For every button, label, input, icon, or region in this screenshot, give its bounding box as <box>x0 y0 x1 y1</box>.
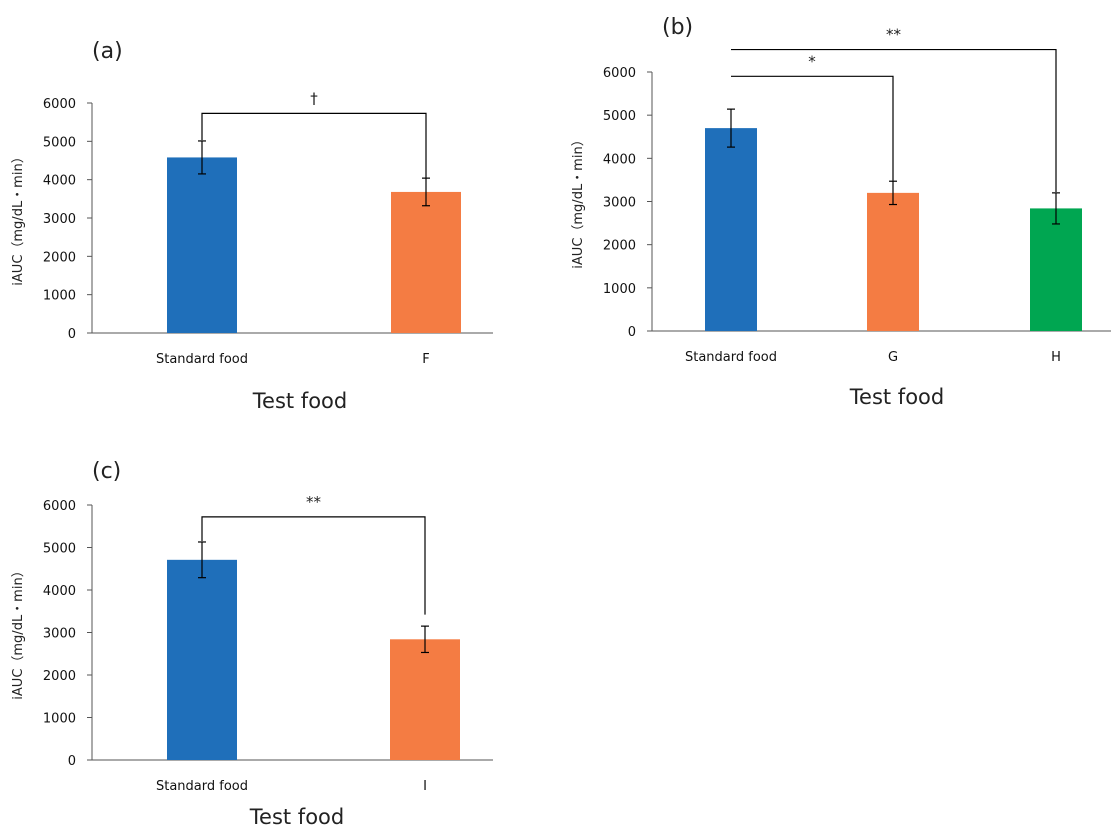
y-tick-label: 4000 <box>603 152 636 167</box>
panel-label: (a) <box>92 39 123 64</box>
y-tick-label: 1000 <box>603 282 636 297</box>
x-tick-label: F <box>422 352 429 367</box>
y-tick-label: 5000 <box>603 109 636 124</box>
x-axis-title: Test food <box>252 389 347 413</box>
x-tick-label: Standard food <box>685 350 777 365</box>
bar <box>167 157 237 333</box>
y-tick-label: 5000 <box>43 135 76 150</box>
y-tick-label: 2000 <box>603 239 636 254</box>
y-tick-label: 2000 <box>43 250 76 265</box>
significance-label: ** <box>306 493 322 511</box>
y-tick-label: 0 <box>68 754 76 769</box>
y-tick-label: 4000 <box>43 584 76 599</box>
significance-bracket <box>731 75 894 181</box>
y-tick-label: 3000 <box>43 212 76 227</box>
y-tick-label: 2000 <box>43 669 76 684</box>
significance-label: † <box>310 89 318 107</box>
x-tick-label: H <box>1051 350 1061 365</box>
chart-panel-a: (a) 0 1000 2000 3000 4000 5000 6000 Standard foo… <box>11 39 493 413</box>
y-axis-title: iAUC（mg/dL・min） <box>11 150 26 285</box>
x-axis-title: Test food <box>249 805 344 825</box>
x-tick-label: Standard food <box>156 352 248 367</box>
significance-bracket <box>731 48 1057 193</box>
y-tick-label: 0 <box>628 325 636 340</box>
y-tick-label: 0 <box>68 327 76 342</box>
y-axis-title: iAUC（mg/dL・min） <box>11 564 26 699</box>
y-tick-label: 3000 <box>43 627 76 642</box>
bar <box>167 559 237 760</box>
chart-panel-c: (c) 0 1000 2000 3000 4000 5000 6000 Standard foo… <box>11 459 493 825</box>
y-axis-title: iAUC（mg/dL・min） <box>571 133 586 268</box>
significance-label: * <box>808 52 816 70</box>
bar <box>391 191 461 333</box>
y-tick-label: 4000 <box>43 174 76 189</box>
x-tick-label: I <box>423 779 427 794</box>
significance-label: ** <box>886 26 902 44</box>
x-tick-label: G <box>888 350 898 365</box>
y-tick-label: 6000 <box>43 499 76 514</box>
significance-bracket <box>201 516 426 615</box>
chart-panel-b: (b) 0 1000 2000 3000 4000 5000 6000 Standard foo… <box>571 15 1111 409</box>
bar <box>705 128 757 331</box>
x-tick-label: Standard food <box>156 779 248 794</box>
significance-bracket <box>201 112 427 178</box>
bar <box>390 639 460 760</box>
bar <box>867 192 919 331</box>
bar <box>1030 208 1082 331</box>
y-tick-label: 5000 <box>43 542 76 557</box>
panel-label: (b) <box>662 15 693 40</box>
y-tick-label: 1000 <box>43 289 76 304</box>
y-tick-label: 3000 <box>603 196 636 211</box>
panel-label: (c) <box>92 459 121 484</box>
y-tick-label: 1000 <box>43 712 76 727</box>
y-tick-label: 6000 <box>603 66 636 81</box>
x-axis-title: Test food <box>849 385 944 409</box>
y-tick-label: 6000 <box>43 97 76 112</box>
